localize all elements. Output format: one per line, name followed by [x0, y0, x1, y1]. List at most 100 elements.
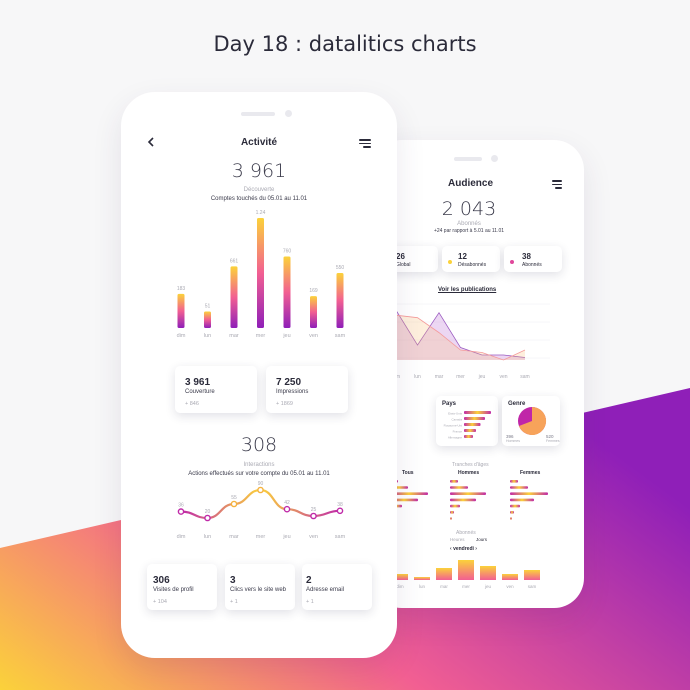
age-bar — [510, 511, 514, 514]
age-bar — [510, 480, 518, 483]
stat-label: Abonnés — [522, 262, 542, 268]
x-tick-label: mar — [229, 333, 239, 339]
stat-card-unsubscribed[interactable]: 12 Désabonnés — [442, 246, 500, 272]
point-value-label: 90 — [258, 481, 264, 487]
chevron-right-icon[interactable]: › — [473, 546, 477, 552]
email-value: 2 — [306, 575, 312, 586]
interactions-total: 308 — [240, 434, 278, 456]
data-point — [204, 514, 211, 522]
country-bar — [464, 423, 481, 426]
view-posts-link[interactable]: Voir les publications — [438, 287, 497, 293]
series-area — [396, 310, 525, 360]
point-value-label: 20 — [205, 509, 211, 515]
reach-bar-chart: 183 dim 51 lun 661 mar 1.24 mer 760 jeu 169 ven 550 s… — [177, 210, 346, 339]
x-tick-label: mar — [440, 584, 448, 589]
country-title: Pays — [442, 401, 457, 407]
x-tick-label: jeu — [478, 374, 486, 380]
followers-caption: Abonnés — [457, 221, 481, 227]
age-bar — [510, 504, 520, 508]
point-value-label: 42 — [284, 500, 290, 506]
chevron-left-icon[interactable]: ‹ — [450, 546, 454, 552]
x-tick-label: mer — [256, 534, 266, 540]
age-bar — [450, 504, 460, 508]
impressions-card[interactable]: 7 250 Impressions + 1869 — [266, 366, 348, 413]
stat-value: 38 — [522, 252, 531, 261]
bar — [230, 266, 238, 328]
phone-activity: Activité 3 961 Découverte Comptes touché… — [121, 92, 397, 658]
gender-pie-chart — [518, 406, 547, 435]
hour-bar — [502, 574, 518, 580]
x-tick-label: mer — [456, 374, 465, 380]
website-clicks-label: Clics vers le site web — [230, 587, 287, 593]
age-group-all-title: Tous — [402, 470, 414, 476]
menu-icon[interactable] — [552, 180, 562, 191]
bar-value-label: 550 — [336, 265, 345, 271]
day-selector[interactable]: ‹ vendredi › — [450, 546, 477, 552]
country-card[interactable]: Pays Etats-Unis Canada Royaume-Uni France Al… — [436, 396, 498, 446]
point-value-label: 55 — [231, 495, 237, 501]
data-point — [310, 512, 317, 520]
hour-bar — [414, 577, 430, 580]
x-tick-label: dim — [177, 534, 186, 540]
chevron-left-icon[interactable] — [147, 137, 155, 147]
stat-card-subscribed[interactable]: 38 Abonnés — [504, 246, 562, 272]
country-label: Etats-Unis — [448, 412, 462, 416]
coverage-label: Couverture — [185, 389, 215, 395]
phone-camera — [285, 110, 292, 117]
age-bar-charts — [390, 480, 548, 520]
coverage-value: 3 961 — [185, 377, 211, 388]
hour-bar — [392, 574, 408, 580]
profile-visits-label: Visites de profil — [153, 587, 194, 593]
x-tick-label: ven — [309, 534, 318, 540]
impressions-value: 7 250 — [276, 377, 302, 388]
email-address-card[interactable]: 2 Adresse email + 1 — [302, 564, 372, 610]
profile-visits-delta: + 104 — [153, 599, 167, 605]
age-bar — [450, 480, 458, 483]
data-point — [283, 505, 291, 513]
tab-days[interactable]: Jours — [476, 537, 488, 542]
series-area — [396, 315, 525, 360]
age-bar — [450, 498, 476, 502]
bar — [283, 256, 291, 328]
point-value-label: 36 — [178, 503, 184, 509]
age-group-men-title: Hommes — [458, 470, 480, 476]
activity-title: Activité — [240, 137, 278, 148]
gender-left-value: 396 — [506, 434, 514, 439]
coverage-delta: + 846 — [185, 401, 199, 407]
tab-hours[interactable]: Heures — [450, 537, 465, 542]
x-tick-label: mar — [229, 534, 239, 540]
menu-icon[interactable] — [359, 139, 371, 150]
country-bar — [464, 411, 491, 414]
x-tick-label: ven — [506, 584, 514, 589]
profile-visits-card[interactable]: 306 Visites de profil + 104 — [147, 564, 217, 610]
stat-value: 26 — [396, 252, 405, 261]
series-line — [395, 310, 526, 358]
x-tick-label: mer — [462, 584, 470, 589]
country-label: Allemagne — [448, 436, 463, 440]
data-point — [336, 507, 344, 515]
x-tick-label: lun — [204, 534, 211, 540]
country-bar-chart: Etats-Unis Canada Royaume-Uni France Allemag… — [444, 411, 491, 440]
age-bar — [450, 517, 452, 520]
age-bar — [450, 492, 486, 495]
point-value-label: 25 — [311, 507, 317, 513]
bar — [204, 311, 211, 328]
x-tick-label: jeu — [484, 584, 492, 589]
x-tick-label: lun — [419, 584, 426, 589]
country-label: France — [453, 430, 463, 434]
website-clicks-card[interactable]: 3 Clics vers le site web + 1 — [225, 564, 295, 610]
page-title: Day 18 : datalitics charts — [213, 32, 477, 56]
audience-title: Audience — [448, 178, 494, 189]
country-bar — [464, 429, 476, 432]
x-tick-label: mar — [435, 374, 444, 380]
coverage-card[interactable]: 3 961 Couverture + 846 — [175, 366, 257, 413]
phone-audience: Audience 2 043 Abonnés +24 par rapport à… — [372, 140, 584, 608]
age-bar — [450, 486, 468, 489]
age-bar — [450, 511, 454, 514]
bar-value-label: 183 — [177, 286, 186, 292]
bar-value-label: 661 — [230, 258, 239, 264]
stat-label: Désabonnés — [458, 262, 487, 268]
gender-card[interactable]: Genre 396 Hommes 520 Femmes — [502, 396, 560, 446]
website-clicks-value: 3 — [230, 575, 236, 586]
x-tick-label: mer — [256, 333, 266, 339]
